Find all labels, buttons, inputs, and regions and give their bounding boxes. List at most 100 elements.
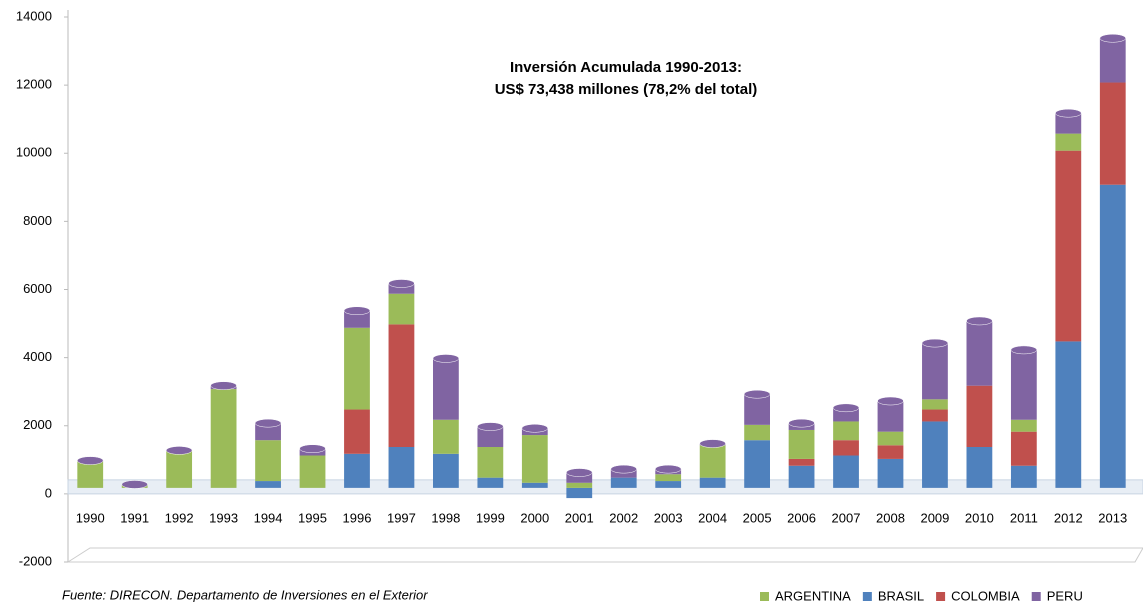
y-tick-label: 2000 [23,417,52,432]
bar-segment [877,431,904,446]
x-tick-label: 1991 [120,510,149,525]
bar-segment [788,458,815,466]
bar-cap [343,306,371,315]
bar-segment [1055,113,1082,134]
bar-segment [344,310,370,328]
bar-segment [477,447,504,478]
bar-cap [743,389,771,399]
bar-segment [566,487,593,499]
bar-segment [1010,349,1037,420]
bar-segment [833,440,859,456]
x-tick-label: 1997 [387,510,416,525]
x-tick-label: 2009 [920,510,949,525]
bar-cap [121,480,148,489]
bar-segment [877,458,904,488]
y-tick-label: 14000 [16,8,52,23]
bar-segment [210,389,237,488]
bar-segment [966,447,993,488]
legend-swatch [936,592,946,601]
x-tick-label: 2002 [609,510,638,525]
bar-segment [1055,341,1082,488]
legend-label: BRASIL [878,588,924,603]
bar-cap [77,456,104,465]
bar-segment [833,421,859,441]
bar-segment [655,474,682,482]
source: Fuente: DIRECON. Departamento de Inversi… [62,587,428,602]
bar-segment [1010,419,1037,432]
bar-cap [254,418,282,428]
bar-segment [655,481,682,488]
legend-swatch [1031,592,1041,601]
x-tick-label: 2013 [1098,510,1127,525]
bar-segment [966,385,993,447]
y-tick-label: 6000 [23,281,52,296]
bar-cap [788,418,815,428]
x-tick-label: 1995 [298,510,327,525]
bar-cap [299,444,326,453]
bar-segment [699,477,726,488]
x-tick-label: 1996 [343,510,372,525]
bar-segment [521,482,548,488]
bar-cap [966,316,993,326]
annotation: Inversión Acumulada 1990-2013: [510,59,742,76]
x-tick-label: 1993 [209,510,238,525]
bar-segment [433,453,459,488]
x-tick-label: 2011 [1010,510,1038,525]
bar-cap [699,439,726,448]
x-tick-label: 2003 [654,510,683,525]
y-tick-label: -2000 [19,553,52,568]
bar-cap [566,468,593,477]
x-tick-label: 2001 [565,510,594,525]
bar-segment [1010,465,1037,488]
x-tick-label: 2012 [1054,510,1083,525]
bar-segment [77,460,104,488]
bar-cap [166,446,193,455]
bar-segment [1099,184,1126,488]
legend-label: ARGENTINA [775,588,851,603]
bar-segment [1055,150,1082,342]
bar-segment [922,421,948,488]
bar-segment [388,293,415,325]
bar-segment [255,440,281,482]
bar-segment [299,455,326,488]
bar-cap [1010,345,1037,355]
x-tick-label: 2008 [876,510,905,525]
legend-swatch [760,592,769,601]
bar-segment [521,435,548,483]
bar-cap [388,279,415,288]
bar-cap [610,464,637,474]
x-tick-label: 1992 [165,510,194,525]
y-tick-label: 8000 [23,213,52,228]
bar-cap [1099,34,1126,43]
bar-segment [255,481,281,488]
bar-segment [388,324,415,447]
y-tick-label: 4000 [23,349,52,364]
x-tick-label: 2000 [520,510,549,525]
bar-segment [610,477,637,488]
x-tick-label: 1994 [254,510,283,525]
bar-segment [388,447,415,488]
bar-segment [833,455,859,488]
floor [67,547,1143,563]
y-tick-label: 0 [45,485,52,500]
x-tick-label: 1998 [431,510,460,525]
x-tick-label: 2004 [698,510,727,525]
bar-cap [877,396,904,406]
bar-segment [1010,431,1037,466]
bar-segment [433,358,459,420]
bar-segment [744,394,770,425]
x-tick-label: 2010 [965,510,994,525]
bar-segment [744,440,770,488]
bar-segment [877,401,904,432]
x-tick-label: 1990 [76,510,105,525]
bar-segment [1099,82,1126,185]
bar-segment [966,320,993,386]
bar-segment [922,343,948,400]
bar-cap [210,381,237,390]
bar-cap [1055,108,1082,118]
bar-cap [521,424,548,433]
bar-segment [877,445,904,459]
x-tick-label: 1999 [476,510,505,525]
bar-segment [166,450,193,488]
